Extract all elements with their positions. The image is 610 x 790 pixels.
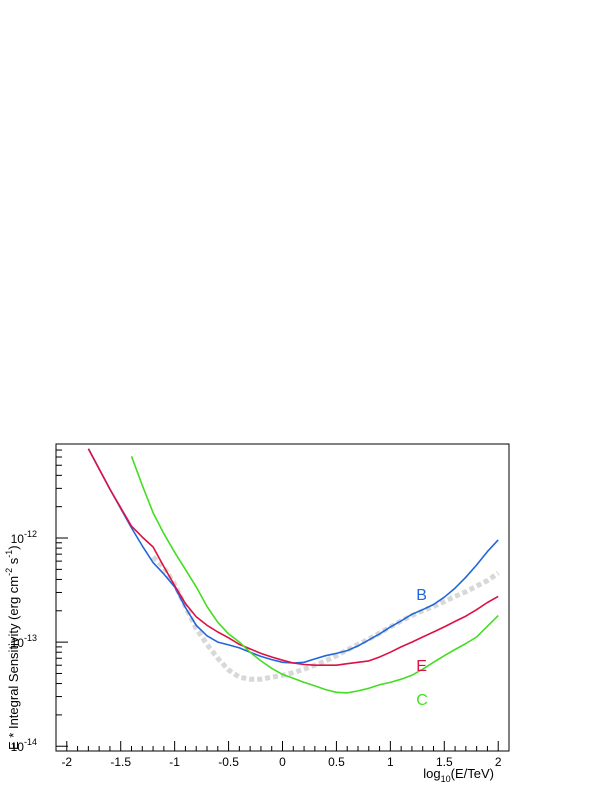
- x-tick-label: 2: [495, 755, 502, 769]
- x-tick-label: 1.5: [436, 755, 453, 769]
- x-tick-label: -1: [169, 755, 180, 769]
- series-label-b: B: [416, 587, 427, 604]
- y-tick-label: 10-13: [11, 633, 37, 650]
- series-line-c: [130, 456, 499, 694]
- series-line-e: [87, 448, 499, 666]
- x-tick-label: -0.5: [218, 755, 239, 769]
- y-tick-label: 10-14: [11, 737, 37, 754]
- series-line-reference-dashed: [151, 555, 500, 682]
- x-tick-label: 1: [387, 755, 394, 769]
- x-tick-label: 0.5: [328, 755, 345, 769]
- series-label-e: E: [416, 658, 427, 675]
- y-tick-label: 10-12: [11, 529, 37, 546]
- x-tick-label: -2: [61, 755, 72, 769]
- annotation-layer: B EC: [416, 587, 428, 709]
- x-axis-title: log10(E/TeV): [423, 766, 494, 784]
- plot-frame: [55, 443, 510, 752]
- series-layer: [87, 448, 500, 694]
- x-tick-label: -1.5: [110, 755, 131, 769]
- y-axis-title: E * Integral Sensitivity (erg cm-2 s-1): [4, 545, 21, 750]
- series-label-c: C: [416, 692, 428, 709]
- x-tick-label: 0: [279, 755, 286, 769]
- ticks-layer: -2 -1.5 -1 -0.5 0 0.5 1 1.5 2 10-14 10-13 10-12: [11, 443, 510, 769]
